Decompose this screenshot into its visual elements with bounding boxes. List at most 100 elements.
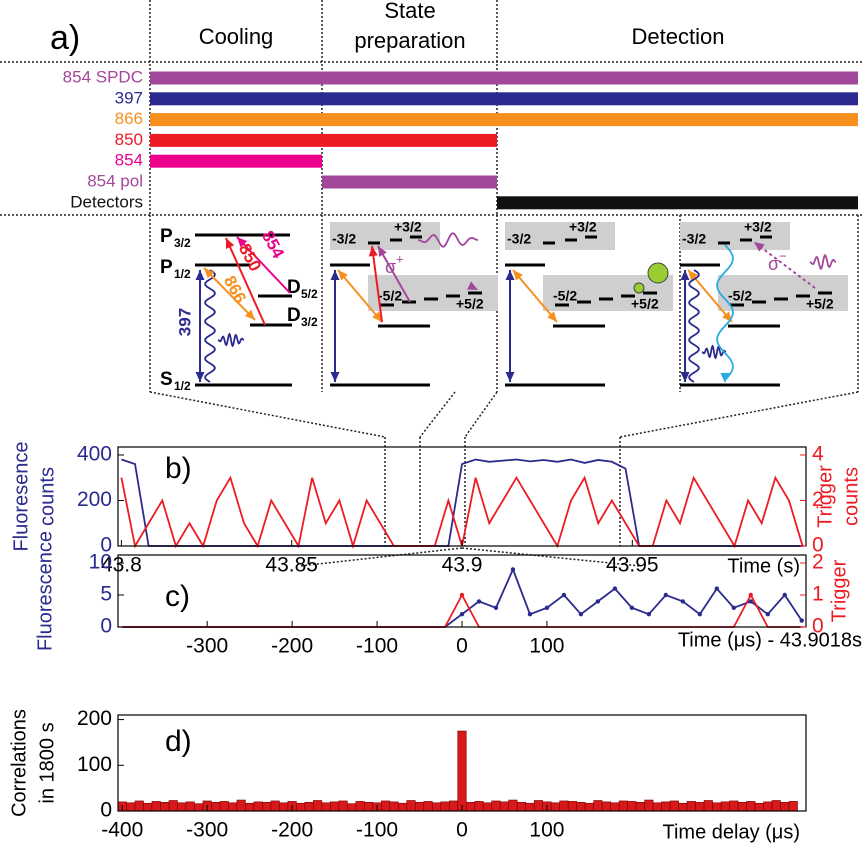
laser-bar [150, 71, 322, 85]
arrow-head [505, 270, 515, 280]
arrow [337, 269, 383, 323]
x-tick-label: 100 [529, 635, 564, 658]
data-point [527, 612, 533, 617]
histogram-bar [236, 799, 246, 812]
y-tick-label: 200 [77, 488, 112, 511]
histogram-bar [245, 802, 255, 812]
laser-bar [322, 113, 497, 127]
laser-bar [150, 113, 322, 127]
panel-label: c) [165, 580, 190, 613]
histogram-bar [126, 802, 136, 812]
histogram-bar [423, 801, 433, 812]
arrow [753, 241, 816, 289]
histogram-bar [559, 800, 569, 812]
photon [417, 232, 479, 248]
panel-label: d) [165, 725, 192, 758]
y2-axis-label: Trigger [814, 465, 836, 528]
zoom-guide [419, 391, 456, 438]
y2-tick-label: 1 [812, 583, 824, 606]
histogram-bar [168, 800, 178, 812]
y-axis-label: Fluorescence [34, 531, 56, 651]
state-sub: 3/2 [174, 236, 191, 250]
arrow-head [688, 270, 698, 281]
sublevel-label: +5/2 [456, 296, 484, 312]
histogram-bar [508, 799, 518, 812]
data-point [663, 592, 669, 598]
histogram-bar [737, 802, 747, 812]
state-label: D [287, 277, 301, 298]
sublevel-label: -3/2 [507, 231, 531, 247]
histogram-bar [644, 799, 654, 812]
histogram-bar [499, 801, 510, 812]
state-label: S [160, 369, 173, 390]
histogram-bar [703, 800, 713, 812]
laser-label: 854 pol [87, 171, 143, 190]
sublevel-label: -3/2 [682, 231, 706, 247]
data-point [782, 592, 787, 598]
state-sub: 5/2 [301, 287, 318, 301]
laser-bar [497, 113, 858, 127]
y-tick-label: 200 [77, 707, 112, 730]
state-sub: 3/2 [301, 315, 318, 329]
ion-marker [647, 262, 669, 284]
arrow [377, 245, 411, 303]
x-tick-label: -300 [186, 819, 228, 842]
histogram-bar [151, 801, 161, 812]
histogram-bar [474, 801, 484, 812]
data-point [765, 612, 770, 617]
phase-title: Cooling [199, 24, 274, 49]
state-label: P [160, 226, 173, 247]
x-tick-label: 43.95 [606, 554, 659, 577]
arrow-head [195, 372, 205, 382]
photon [701, 344, 727, 360]
histogram-bar [381, 800, 391, 812]
arrow-head [368, 246, 378, 257]
histogram-bar [635, 802, 645, 812]
histogram-bar [465, 802, 476, 812]
histogram-bar [304, 802, 314, 812]
sublevel-label: +5/2 [806, 296, 834, 312]
laser-bar [150, 133, 322, 147]
state-sub: 1/2 [174, 267, 191, 281]
photon [716, 244, 734, 381]
arrow-head [195, 270, 205, 280]
sublevel-label: -3/2 [332, 231, 356, 247]
data-point [731, 605, 737, 610]
laser-label: 866 [115, 109, 143, 128]
laser-bar [322, 92, 497, 106]
histogram-bar [729, 800, 739, 812]
transition-label: 866 [220, 273, 250, 307]
histogram-bar [262, 802, 272, 812]
histogram-bar [525, 802, 535, 812]
histogram-bar [321, 802, 331, 812]
sublevel-label: -5/2 [553, 288, 577, 304]
data-point [561, 592, 567, 598]
laser-bar [497, 196, 858, 210]
polarization-sup: + [396, 251, 404, 266]
transition-label: 854 [258, 228, 288, 262]
x-tick-label: 43.9 [442, 554, 483, 577]
histogram-bar [661, 801, 671, 812]
sublevel-label: -5/2 [378, 288, 402, 304]
arrow-head [225, 238, 235, 249]
photon [688, 269, 700, 383]
laser-bar [150, 154, 322, 168]
panel-label: a) [50, 19, 80, 57]
histogram-bar [143, 802, 153, 812]
y-tick-label: 400 [77, 443, 112, 466]
histogram-bar [627, 801, 637, 812]
data-point [629, 605, 635, 610]
arrow-head [754, 242, 765, 252]
data-point [459, 612, 465, 617]
histogram-bar [550, 802, 560, 812]
histogram-bar [567, 801, 577, 812]
laser-bar [497, 92, 858, 106]
arrow-head [513, 270, 523, 281]
arrow-head [372, 311, 382, 322]
y-axis-label: in 1800 s [36, 722, 58, 803]
histogram-bar [279, 802, 289, 812]
histogram-bar [270, 800, 280, 812]
histogram-bar [652, 802, 662, 812]
data-point [697, 612, 703, 617]
state-sub: 1/2 [174, 379, 191, 393]
